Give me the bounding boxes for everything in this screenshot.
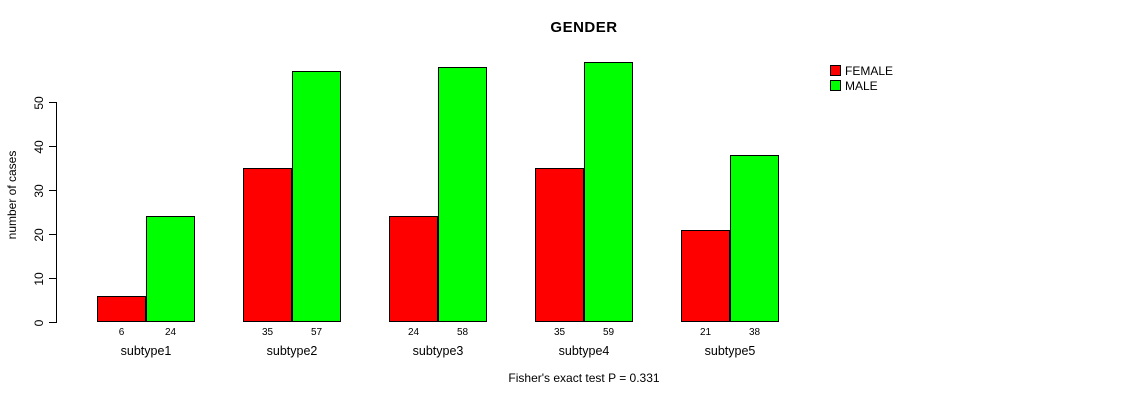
bar-female-subtype1 (97, 296, 146, 322)
bar-value-label: 59 (602, 327, 615, 338)
bar-value-label: 6 (118, 327, 125, 338)
y-tick-label: 30 (32, 183, 46, 198)
bar-value-label: 24 (407, 327, 420, 338)
legend-item-female: FEMALE (830, 63, 893, 78)
bar-male-subtype4 (584, 62, 633, 322)
bar-female-subtype2 (243, 168, 292, 322)
legend-label: FEMALE (845, 63, 894, 78)
bar-female-subtype5 (681, 230, 730, 322)
y-tick-mark (49, 146, 56, 147)
legend-label: MALE (845, 78, 878, 93)
legend-item-male: MALE (830, 78, 893, 93)
bar-value-label: 58 (456, 327, 469, 338)
bar-male-subtype3 (438, 67, 487, 322)
bar-female-subtype3 (389, 216, 438, 322)
y-axis-title: number of cases (5, 150, 19, 240)
y-tick-label: 0 (32, 319, 46, 326)
legend-swatch-female (830, 65, 841, 76)
bar-male-subtype2 (292, 71, 341, 322)
category-label-subtype1: subtype1 (120, 344, 172, 358)
bar-male-subtype5 (730, 155, 779, 322)
bar-value-label: 35 (261, 327, 274, 338)
bar-female-subtype4 (535, 168, 584, 322)
y-tick-label: 20 (32, 227, 46, 242)
bar-value-label: 35 (553, 327, 566, 338)
y-tick-mark (49, 322, 56, 323)
y-tick-mark (49, 278, 56, 279)
y-axis-line (56, 102, 57, 323)
y-tick-mark (49, 234, 56, 235)
y-tick-label: 40 (32, 139, 46, 154)
category-label-subtype5: subtype5 (704, 344, 756, 358)
category-label-subtype4: subtype4 (558, 344, 610, 358)
category-label-subtype3: subtype3 (412, 344, 464, 358)
footer-annotation: Fisher's exact test P = 0.331 (508, 371, 660, 385)
y-tick-label: 50 (32, 95, 46, 110)
legend: FEMALE MALE (830, 63, 893, 93)
category-label-subtype2: subtype2 (266, 344, 318, 358)
y-tick-mark (49, 102, 56, 103)
bar-value-label: 57 (310, 327, 323, 338)
chart-title: GENDER (550, 19, 618, 36)
y-tick-label: 10 (32, 271, 46, 286)
bar-value-label: 38 (748, 327, 761, 338)
legend-swatch-male (830, 80, 841, 91)
bar-male-subtype1 (146, 216, 195, 322)
bar-value-label: 24 (164, 327, 177, 338)
y-tick-mark (49, 190, 56, 191)
bar-value-label: 21 (699, 327, 712, 338)
